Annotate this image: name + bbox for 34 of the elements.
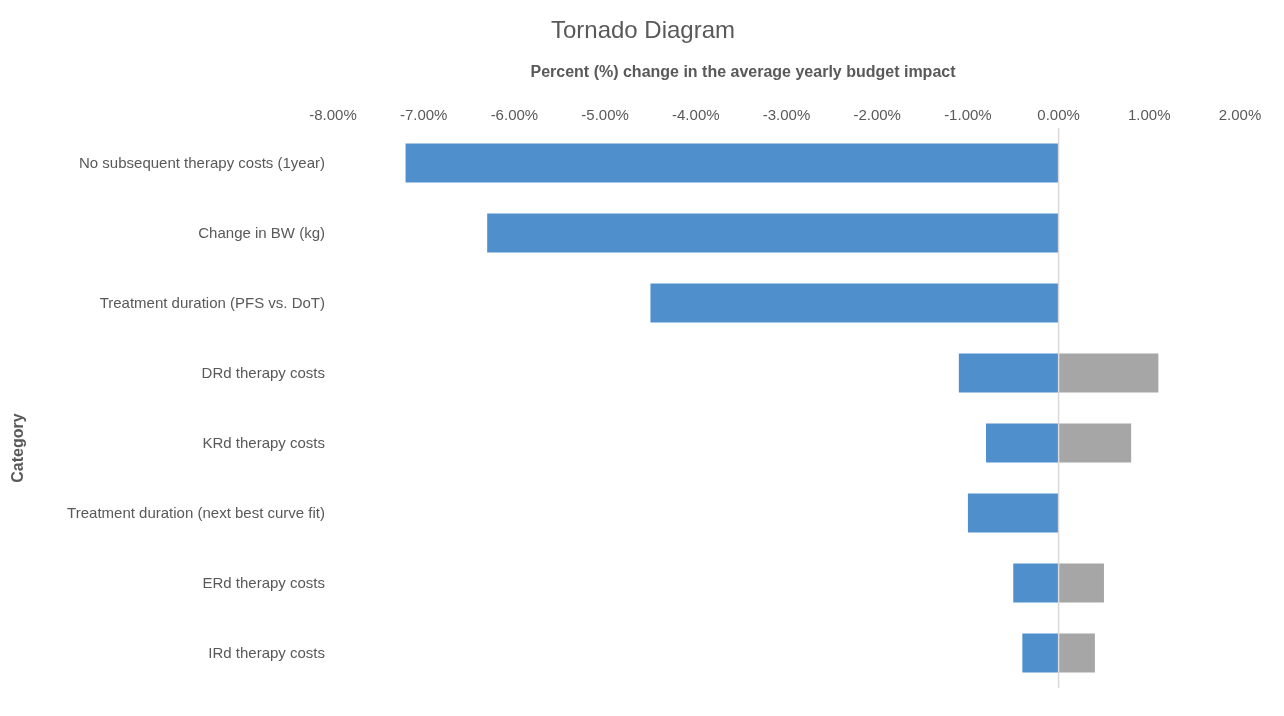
x-tick-label: 1.00%: [1128, 106, 1171, 123]
bar: [405, 143, 1059, 183]
y-axis-title: Category: [9, 412, 27, 485]
bar: [1058, 633, 1095, 673]
y-tick-label: Treatment duration (PFS vs. DoT): [99, 294, 325, 312]
bar: [958, 353, 1059, 393]
bar: [487, 213, 1059, 253]
bar: [1058, 353, 1159, 393]
y-tick-label: Change in BW (kg): [198, 224, 325, 242]
x-tick-label: -3.00%: [762, 106, 811, 123]
x-tick-label: 2.00%: [1218, 106, 1262, 123]
x-tick-label: -7.00%: [399, 106, 448, 123]
x-axis-title: Percent (%) change in the average yearly budget impact: [529, 63, 957, 81]
bar: [967, 493, 1059, 533]
bar: [1013, 563, 1059, 603]
y-tick-label: Treatment duration (next best curve fit): [67, 504, 325, 522]
y-tick-label: No subsequent therapy costs (1year): [79, 154, 325, 172]
chart-title: Tornado Diagram: [549, 16, 737, 44]
bar: [1058, 563, 1104, 603]
x-tick-label: -4.00%: [672, 106, 720, 123]
x-tick-label: 0.00%: [1037, 106, 1080, 123]
bar: [986, 423, 1059, 463]
x-tick-label: -2.00%: [853, 106, 901, 123]
bar: [1058, 423, 1132, 463]
y-tick-label: DRd therapy costs: [201, 364, 325, 382]
bar: [1022, 633, 1059, 673]
x-tick-label: -8.00%: [309, 106, 357, 123]
y-tick-label: IRd therapy costs: [208, 644, 325, 662]
y-tick-label: ERd therapy costs: [202, 574, 325, 592]
bar: [650, 283, 1059, 323]
x-tick-label: -1.00%: [944, 106, 992, 123]
y-tick-label: KRd therapy costs: [202, 434, 325, 452]
x-tick-label: -5.00%: [581, 106, 629, 123]
x-tick-label: -6.00%: [490, 106, 539, 123]
